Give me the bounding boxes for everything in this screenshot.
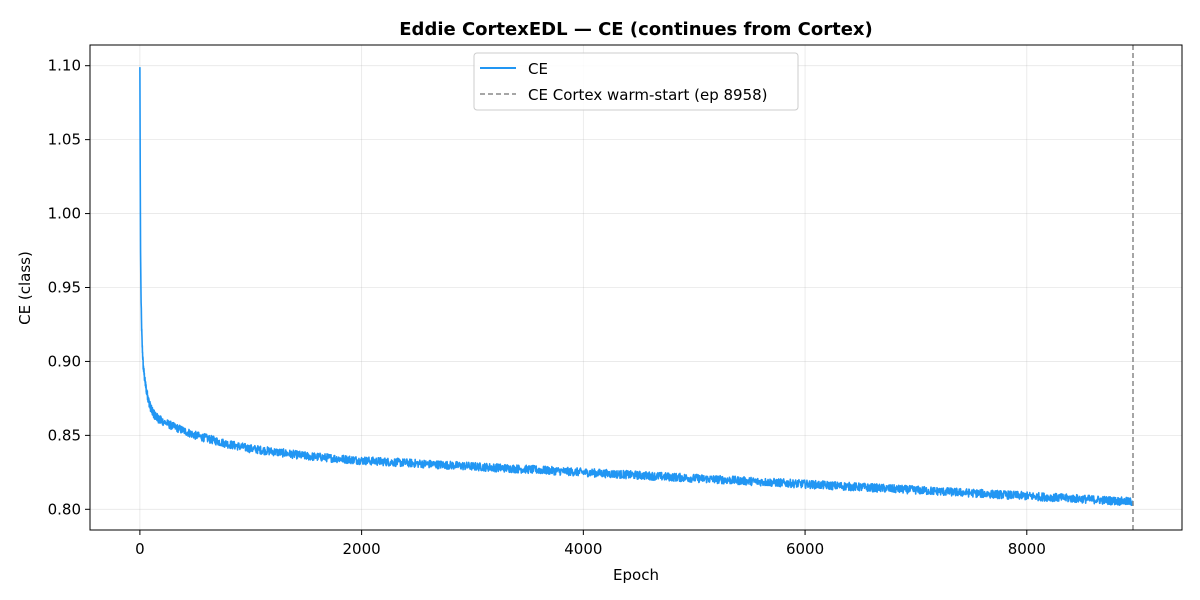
y-axis-label: CE (class)	[16, 251, 34, 325]
x-tick-label: 8000	[1008, 540, 1046, 558]
legend-entry-ce: CE	[528, 60, 548, 78]
x-tick-label: 6000	[786, 540, 824, 558]
legend-entry-warm-start: CE Cortex warm-start (ep 8958)	[528, 86, 768, 104]
x-axis-ticks: 0 2000 4000 6000 8000	[135, 530, 1046, 558]
legend: CE CE Cortex warm-start (ep 8958)	[473, 52, 799, 111]
grid-lines	[90, 45, 1182, 530]
y-tick-label: 0.90	[48, 352, 81, 370]
y-tick-label: 0.80	[48, 500, 81, 518]
x-tick-label: 0	[135, 540, 145, 558]
y-tick-label: 0.85	[48, 426, 81, 444]
legend-box	[473, 52, 799, 111]
y-tick-label: 1.10	[48, 57, 81, 75]
series-line-ce	[139, 67, 1134, 507]
y-axis-ticks: 0.80 0.85 0.90 0.95 1.00 1.05 1.10	[48, 57, 90, 518]
plot-area	[139, 45, 1134, 530]
x-tick-label: 2000	[343, 540, 381, 558]
y-tick-label: 1.00	[48, 205, 81, 223]
y-tick-label: 1.05	[48, 131, 81, 149]
y-tick-label: 0.95	[48, 279, 81, 297]
chart-title: Eddie CortexEDL — CE (continues from Cor…	[399, 19, 872, 40]
x-axis-label: Epoch	[613, 566, 659, 584]
x-tick-label: 4000	[564, 540, 602, 558]
